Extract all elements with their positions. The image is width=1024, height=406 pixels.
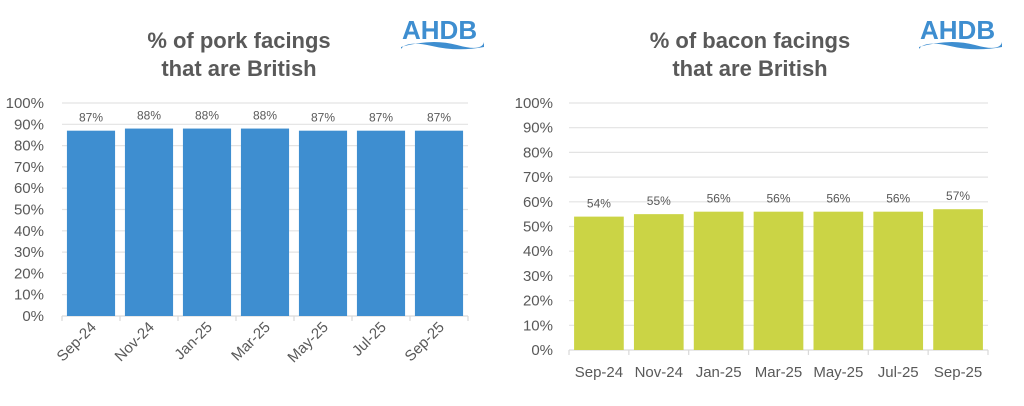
ahdb-logo: AHDB	[401, 15, 484, 50]
bar	[414, 130, 464, 316]
y-tick-label: 40%	[14, 223, 44, 240]
bar	[873, 211, 924, 350]
y-tick-label: 30%	[523, 268, 553, 285]
chart-title: % of pork facings	[147, 28, 330, 53]
data-label: 88%	[253, 109, 277, 123]
bar	[753, 211, 804, 350]
data-label: 87%	[311, 111, 335, 125]
y-tick-label: 0%	[22, 308, 44, 325]
data-label: 56%	[826, 192, 850, 206]
bar	[124, 128, 174, 316]
bar	[933, 209, 983, 350]
x-tick-label: Jan-25	[171, 319, 215, 363]
y-tick-label: 0%	[531, 342, 553, 359]
bar	[356, 130, 406, 316]
data-label: 87%	[79, 111, 103, 125]
x-tick-label: Nov-24	[635, 364, 683, 381]
data-label: 87%	[369, 111, 393, 125]
data-label: 54%	[587, 197, 611, 211]
chart-title: % of bacon facings	[650, 28, 850, 53]
y-tick-label: 70%	[523, 169, 553, 186]
y-tick-label: 10%	[14, 287, 44, 304]
ahdb-logo: AHDB	[919, 15, 1002, 50]
x-tick-label: Sep-24	[54, 319, 100, 365]
y-tick-label: 80%	[523, 144, 553, 161]
svg-text:AHDB: AHDB	[402, 15, 477, 45]
bar	[182, 128, 232, 316]
x-tick-label: Sep-25	[402, 319, 448, 365]
x-tick-label: Sep-24	[575, 364, 623, 381]
x-tick-label: Jul-25	[349, 319, 390, 360]
y-tick-label: 30%	[14, 244, 44, 261]
x-tick-label: Nov-24	[112, 319, 158, 365]
x-tick-label: Sep-25	[934, 364, 982, 381]
bar	[66, 130, 116, 316]
chart-pork: % of pork facings that are British AHDB 0% 1…	[6, 15, 484, 366]
data-label: 56%	[766, 192, 790, 206]
y-tick-label: 10%	[523, 317, 553, 334]
chart-title: that are British	[672, 56, 827, 81]
logo-wave-icon	[401, 41, 484, 50]
data-label: 55%	[647, 194, 671, 208]
y-tick-label: 100%	[515, 95, 553, 112]
y-tick-label: 60%	[523, 194, 553, 211]
chart-title: that are British	[161, 56, 316, 81]
bar	[633, 214, 684, 350]
bar	[240, 128, 290, 316]
y-tick-label: 50%	[14, 202, 44, 219]
x-tick-label: Mar-25	[755, 364, 803, 381]
y-tick-label: 80%	[14, 138, 44, 155]
x-tick-label: Jul-25	[878, 364, 919, 381]
y-tick-label: 90%	[523, 120, 553, 137]
y-tick-label: 60%	[14, 180, 44, 197]
x-tick-label: Jan-25	[696, 364, 742, 381]
chart-bacon: % of bacon facings that are British AHDB 0%…	[515, 15, 1002, 381]
data-label: 56%	[707, 192, 731, 206]
bar	[298, 130, 348, 316]
logo-wave-icon	[919, 41, 1002, 50]
data-label: 87%	[427, 111, 451, 125]
data-label: 88%	[195, 109, 219, 123]
x-tick-label: Mar-25	[228, 319, 274, 365]
y-tick-label: 100%	[6, 95, 44, 112]
x-tick-label: May-25	[284, 319, 331, 366]
data-label: 88%	[137, 109, 161, 123]
bar	[574, 216, 624, 350]
y-tick-label: 70%	[14, 159, 44, 176]
x-tick-label: May-25	[813, 364, 863, 381]
y-tick-label: 20%	[14, 265, 44, 282]
data-label: 57%	[946, 189, 970, 203]
y-tick-label: 50%	[523, 219, 553, 236]
y-tick-label: 20%	[523, 293, 553, 310]
svg-text:AHDB: AHDB	[920, 15, 995, 45]
bar	[693, 211, 744, 350]
data-label: 56%	[886, 192, 910, 206]
bar	[813, 211, 864, 350]
y-tick-label: 90%	[14, 116, 44, 133]
y-tick-label: 40%	[523, 243, 553, 260]
